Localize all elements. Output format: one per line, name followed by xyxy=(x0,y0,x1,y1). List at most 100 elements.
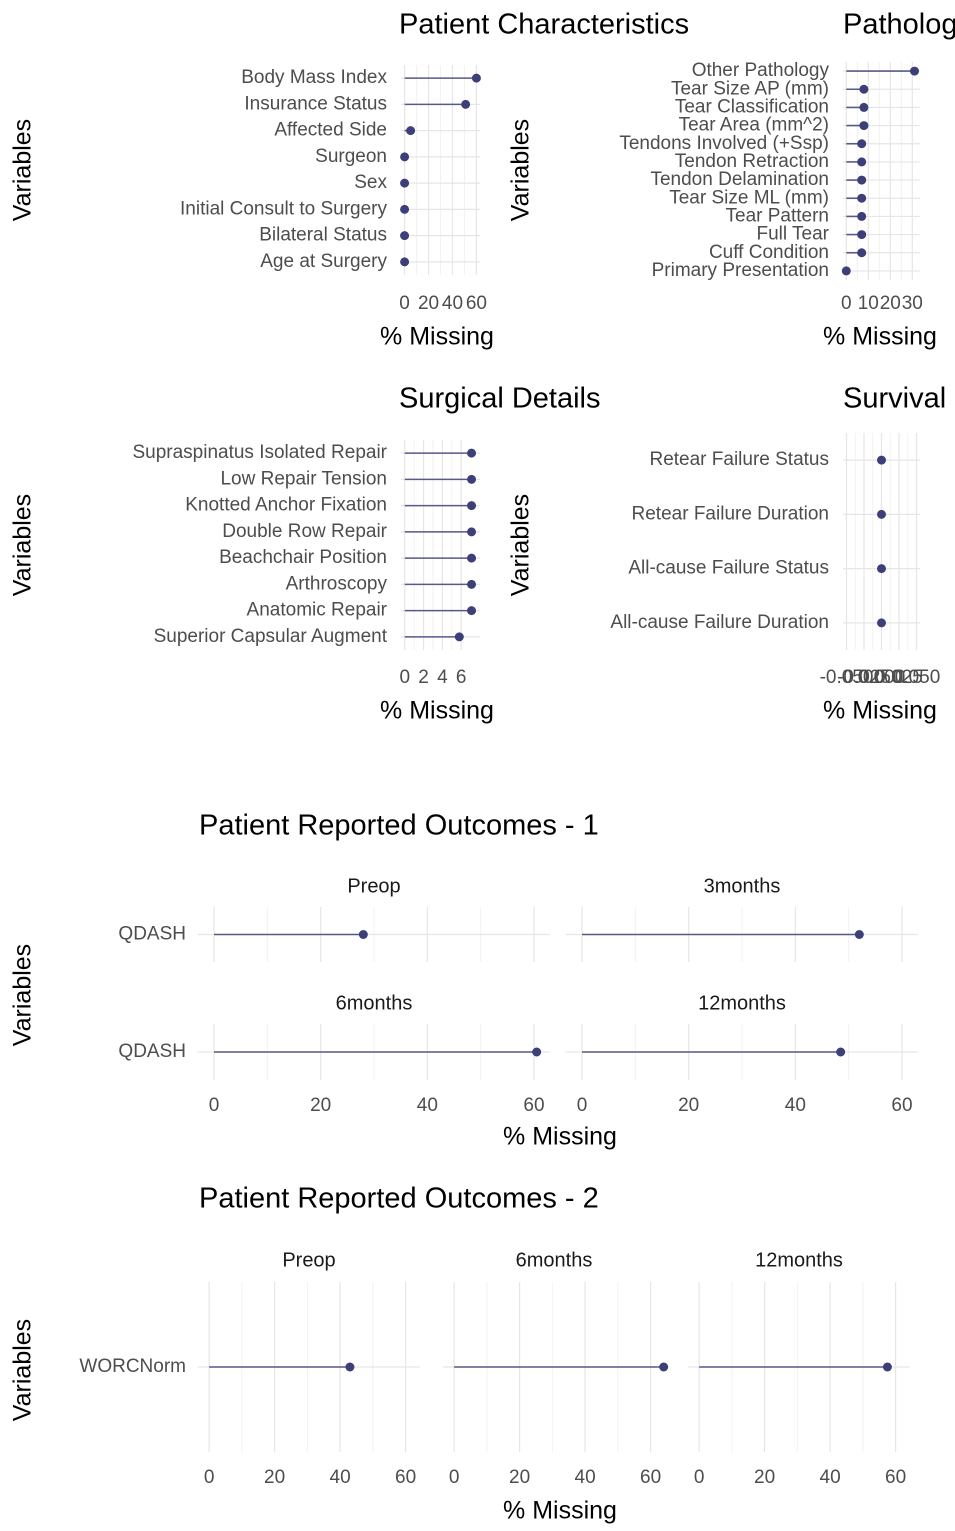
x-tick-label: 60 xyxy=(466,293,487,314)
y-tick-label: Tendon Delamination xyxy=(650,169,829,190)
y-tick-label: Low Repair Tension xyxy=(220,468,387,489)
y-tick-label: Other Pathology xyxy=(692,60,830,81)
y-tick-label: All-cause Failure Status xyxy=(628,558,829,579)
lollipop-dot xyxy=(467,448,477,458)
x-tick-label: 0 xyxy=(694,1467,705,1488)
y-tick-label: Anatomic Repair xyxy=(247,600,388,621)
y-tick-label: Full Tear xyxy=(756,224,829,245)
x-tick-label: 0 xyxy=(841,293,852,314)
lollipop-dot xyxy=(406,126,416,136)
chart-title: Patient Reported Outcomes - 2 xyxy=(199,1183,599,1215)
y-tick-label: Initial Consult to Surgery xyxy=(180,198,387,219)
x-tick-label: 40 xyxy=(417,1095,438,1116)
y-tick-label: Tear Classification xyxy=(675,96,829,117)
lollipop-dot xyxy=(400,178,410,188)
x-tick-label: 40 xyxy=(442,293,463,314)
y-tick-label: Double Row Repair xyxy=(222,521,387,542)
lollipop-dot xyxy=(467,579,477,589)
facet-strip-label: 6months xyxy=(516,1249,593,1271)
x-tick-label: 20 xyxy=(509,1467,530,1488)
y-tick-label: Affected Side xyxy=(274,120,387,141)
x-tick-label: 20 xyxy=(880,293,901,314)
y-tick-label: Body Mass Index xyxy=(241,67,387,88)
x-tick-label: 0 xyxy=(399,667,410,688)
lollipop-dot xyxy=(836,1047,846,1057)
y-tick-label: Tendons Involved (+Ssp) xyxy=(619,133,829,154)
x-tick-label: 20 xyxy=(754,1467,775,1488)
lollipop-dot xyxy=(857,248,867,258)
y-tick-label: Tear Area (mm^2) xyxy=(679,115,829,136)
lollipop-dot xyxy=(454,632,464,642)
x-tick-label: 20 xyxy=(310,1095,331,1116)
x-tick-label: 60 xyxy=(523,1095,544,1116)
x-tick-label: 2 xyxy=(418,667,429,688)
y-tick-label: WORCNorm xyxy=(79,1356,186,1377)
x-tick-label: 60 xyxy=(395,1467,416,1488)
x-tick-label: 40 xyxy=(330,1467,351,1488)
lollipop-dot xyxy=(857,139,867,149)
y-tick-label: Tendon Retraction xyxy=(675,151,829,172)
x-tick-label: 0 xyxy=(577,1095,588,1116)
y-axis-label: Variables xyxy=(9,494,37,596)
lollipop-dot xyxy=(857,211,867,221)
lollipop-dot xyxy=(467,474,477,484)
lollipop-dot xyxy=(467,527,477,537)
facet-strip-label: 3months xyxy=(704,875,781,897)
x-tick-label: 40 xyxy=(575,1467,596,1488)
y-tick-label: Tear Pattern xyxy=(726,205,830,226)
chart-title: Patient Reported Outcomes - 1 xyxy=(199,810,599,842)
x-axis-label: % Missing xyxy=(380,323,494,351)
chart-title: Pathology xyxy=(843,9,955,41)
x-axis-label: % Missing xyxy=(823,323,937,351)
lollipop-dot xyxy=(854,930,864,939)
y-axis-label: Variables xyxy=(507,119,535,221)
x-axis-label: % Missing xyxy=(823,697,937,725)
y-axis-label: Variables xyxy=(9,944,37,1046)
y-tick-label: Primary Presentation xyxy=(652,260,829,281)
x-axis-label: % Missing xyxy=(380,697,494,725)
y-tick-label: Superior Capsular Augment xyxy=(154,626,388,647)
facet-strip-label: 6months xyxy=(336,992,413,1014)
x-tick-label: -0.050 xyxy=(820,667,874,688)
chart-title: Surgical Details xyxy=(399,383,600,415)
lollipop-dot xyxy=(859,84,869,94)
lollipop-dot xyxy=(467,553,477,563)
lollipop-dot xyxy=(841,266,851,276)
y-axis-label: Variables xyxy=(507,494,535,596)
x-tick-label: 0 xyxy=(449,1467,460,1488)
x-tick-label: 10 xyxy=(858,293,879,314)
lollipop-dot xyxy=(857,230,867,240)
y-tick-label: QDASH xyxy=(118,1041,186,1062)
lollipop-dot xyxy=(461,99,471,109)
y-tick-label: Insurance Status xyxy=(244,93,387,114)
chart-title: Survival xyxy=(843,383,946,415)
lollipop-dot xyxy=(471,73,481,83)
x-tick-label: 40 xyxy=(785,1095,806,1116)
y-tick-label: All-cause Failure Duration xyxy=(610,612,829,633)
facet-strip-label: 12months xyxy=(698,992,786,1014)
lollipop-dot xyxy=(345,1362,355,1372)
x-tick-label: 0.050 xyxy=(893,667,941,688)
lollipop-dot xyxy=(859,121,869,131)
x-tick-label: 20 xyxy=(264,1467,285,1488)
x-tick-label: 60 xyxy=(640,1467,661,1488)
lollipop-dot xyxy=(659,1362,669,1372)
x-tick-label: 30 xyxy=(902,293,923,314)
lollipop-dot xyxy=(400,204,410,214)
lollipop-dot xyxy=(877,564,886,574)
y-axis-label: Variables xyxy=(9,119,37,221)
facet-strip-label: 12months xyxy=(755,1249,843,1271)
y-tick-label: Tear Size AP (mm) xyxy=(671,78,829,99)
x-tick-label: 0 xyxy=(209,1095,220,1116)
y-tick-label: Retear Failure Duration xyxy=(632,503,829,524)
x-tick-label: 40 xyxy=(820,1467,841,1488)
y-tick-label: Surgeon xyxy=(315,146,387,167)
x-tick-label: 6 xyxy=(456,667,467,688)
lollipop-dot xyxy=(400,257,410,267)
x-tick-label: 0.000 xyxy=(858,667,906,688)
x-tick-label: 20 xyxy=(678,1095,699,1116)
lollipop-dot xyxy=(857,193,867,203)
y-tick-label: Bilateral Status xyxy=(259,225,387,246)
y-axis-label: Variables xyxy=(9,1319,37,1421)
